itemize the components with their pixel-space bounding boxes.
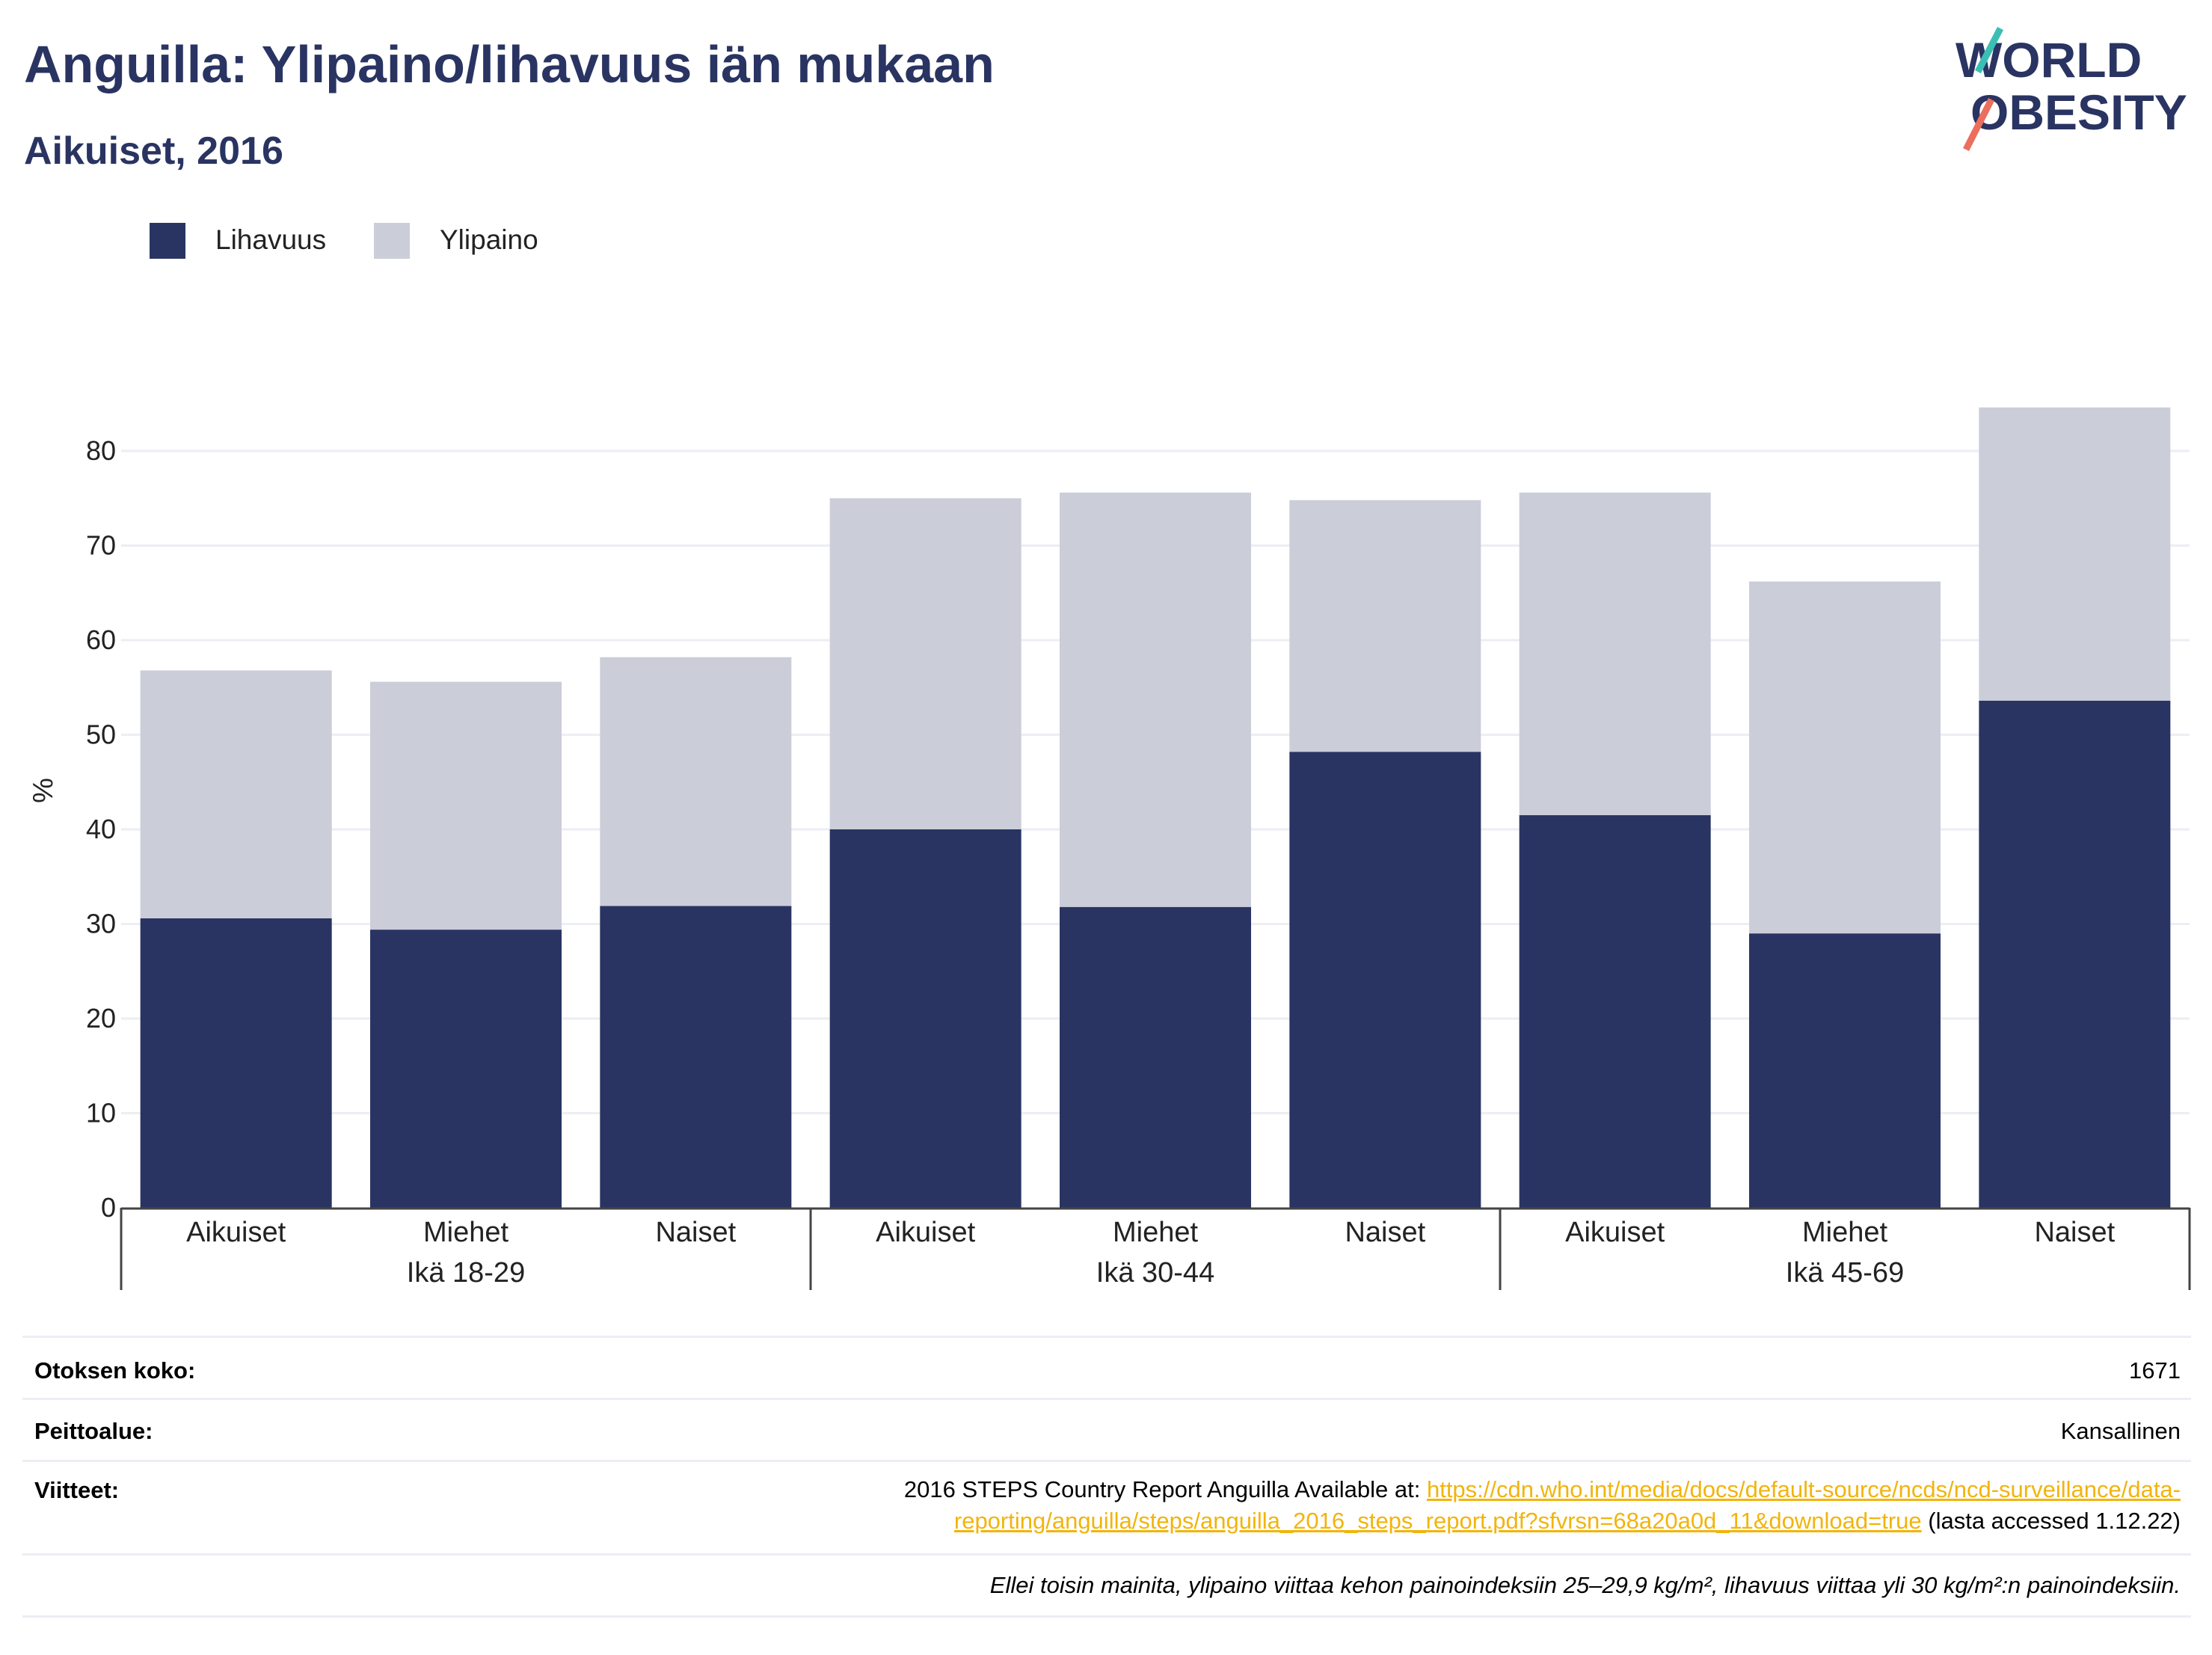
coverage-value: Kansallinen	[2060, 1418, 2181, 1444]
bar-ylipaino-1	[370, 681, 562, 930]
y-tick-label: 20	[86, 1003, 116, 1034]
x-tick-label: Miehet	[1113, 1217, 1198, 1248]
coverage-label: Peittoalue:	[34, 1418, 153, 1444]
x-group-label: Ikä 30-44	[1096, 1257, 1214, 1289]
legend-swatch-lihavuus	[150, 223, 185, 259]
sample-size-value: 1671	[2129, 1357, 2181, 1384]
y-axis-label: %	[28, 778, 59, 803]
table-row-note: Ellei toisin mainita, ylipaino viittaa k…	[22, 1556, 2191, 1618]
bar-ylipaino-3	[829, 498, 1021, 829]
y-tick-label: 50	[86, 719, 116, 750]
y-tick-label: 30	[86, 909, 116, 939]
references-prefix: 2016 STEPS Country Report Anguilla Avail…	[903, 1476, 1427, 1502]
bar-ylipaino-5	[1289, 500, 1481, 752]
y-tick-label: 10	[86, 1098, 116, 1129]
references-label: Viitteet:	[34, 1477, 120, 1503]
references-line-2: reporting/anguilla/steps/anguilla_2016_s…	[904, 1505, 2181, 1537]
bar-lihavuus-4	[1060, 906, 1251, 1208]
x-group-label: Ikä 18-29	[407, 1257, 525, 1289]
x-tick-label: Aikuiset	[186, 1217, 286, 1248]
y-tick-label: 0	[101, 1192, 116, 1223]
bar-lihavuus-1	[370, 930, 562, 1208]
bar-ylipaino-7	[1749, 581, 1941, 934]
reference-link-part-1[interactable]: https://cdn.who.int/media/docs/default-s…	[1426, 1476, 2181, 1502]
sample-size-label: Otoksen koko:	[34, 1357, 196, 1384]
page-subtitle: Aikuiset, 2016	[24, 129, 283, 173]
bar-lihavuus-2	[600, 906, 792, 1208]
legend-label-ylipaino: Ylipaino	[440, 224, 538, 255]
references-line-1: 2016 STEPS Country Report Anguilla Avail…	[904, 1474, 2181, 1505]
bar-ylipaino-0	[140, 670, 332, 918]
bar-lihavuus-0	[140, 918, 332, 1208]
bar-lihavuus-7	[1749, 933, 1941, 1208]
x-tick-label: Naiset	[1345, 1217, 1425, 1248]
y-tick-label: 40	[86, 814, 116, 844]
x-tick-label: Aikuiset	[876, 1217, 975, 1248]
legend-label-lihavuus: Lihavuus	[215, 224, 327, 255]
references-suffix: (lasta accessed 1.12.22)	[1921, 1508, 2181, 1534]
x-tick-label: Naiset	[655, 1217, 736, 1248]
world-obesity-logo: WORLD OBESITY	[1956, 26, 2187, 152]
stacked-bar-chart: 0 10 20 30 40 50 60 70 80% Aikuiset Miehet Naiset Ai…	[28, 407, 2191, 1290]
references-value: 2016 STEPS Country Report Anguilla Avail…	[904, 1474, 2181, 1537]
svg-text:OBESITY: OBESITY	[1970, 85, 2187, 140]
x-tick-label: Aikuiset	[1565, 1217, 1665, 1248]
x-tick-label: Naiset	[2034, 1217, 2115, 1248]
bar-lihavuus-6	[1519, 815, 1711, 1208]
legend-swatch-ylipaino	[374, 223, 410, 259]
x-tick-label: Miehet	[1802, 1217, 1887, 1248]
y-tick-label: 60	[86, 624, 116, 655]
y-tick-label: 70	[86, 530, 116, 561]
bar-ylipaino-6	[1519, 492, 1711, 816]
table-top-border	[22, 1336, 2191, 1338]
page-title: Anguilla: Ylipaino/lihavuus iän mukaan	[24, 35, 995, 93]
bar-lihavuus-8	[1979, 700, 2171, 1208]
definition-note: Ellei toisin mainita, ylipaino viittaa k…	[989, 1572, 2181, 1598]
bar-ylipaino-2	[600, 657, 792, 906]
x-tick-label: Miehet	[423, 1217, 509, 1248]
table-row-sample-size: Otoksen koko: 1671	[22, 1338, 2191, 1400]
y-tick-label: 80	[86, 435, 116, 466]
bar-lihavuus-5	[1289, 752, 1481, 1208]
table-row-coverage: Peittoalue: Kansallinen	[22, 1400, 2191, 1462]
reference-link-part-2[interactable]: reporting/anguilla/steps/anguilla_2016_s…	[953, 1508, 1922, 1534]
bar-ylipaino-8	[1979, 407, 2171, 701]
bar-lihavuus-3	[829, 829, 1021, 1208]
table-row-references: Viitteet: 2016 STEPS Country Report Angu…	[22, 1462, 2191, 1556]
bar-ylipaino-4	[1060, 492, 1251, 907]
x-group-label: Ikä 45-69	[1786, 1257, 1904, 1289]
